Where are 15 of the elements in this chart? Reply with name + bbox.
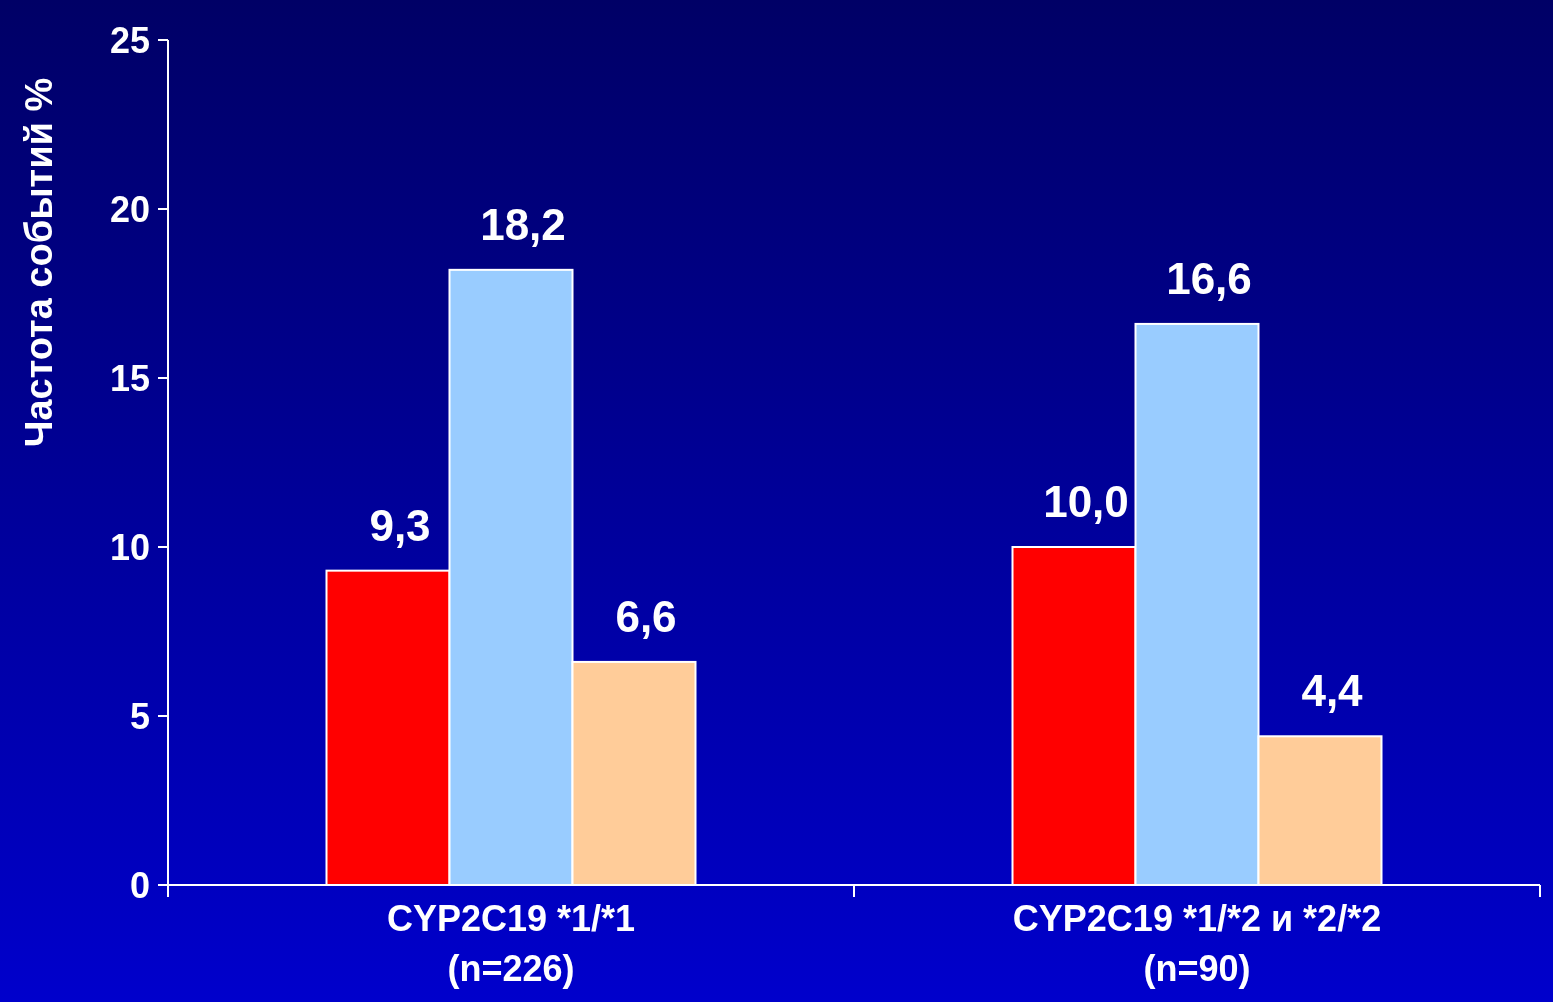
data-label: 16,6 (1166, 253, 1252, 303)
data-label: 18,2 (480, 199, 566, 249)
y-axis-title: Частота событий % (18, 77, 60, 448)
y-tick-label: 10 (109, 526, 150, 568)
y-tick-label: 15 (109, 357, 150, 399)
x-tick-label: CYP2C19 *1/*1 (n=226) (386, 898, 636, 989)
data-label: 10,0 (1043, 477, 1129, 526)
x-tick-label: CYP2C19 *1/*2 и *2/*2 (n=90) (1012, 898, 1382, 989)
y-tick-label: 25 (109, 19, 150, 61)
y-tick-label: 0 (129, 864, 150, 906)
y-tick-label: 20 (109, 188, 150, 230)
data-label: 6,6 (615, 591, 677, 641)
data-label: 9,3 (369, 500, 431, 550)
data-label: 4,4 (1301, 666, 1364, 716)
y-tick-label: 5 (129, 695, 150, 737)
